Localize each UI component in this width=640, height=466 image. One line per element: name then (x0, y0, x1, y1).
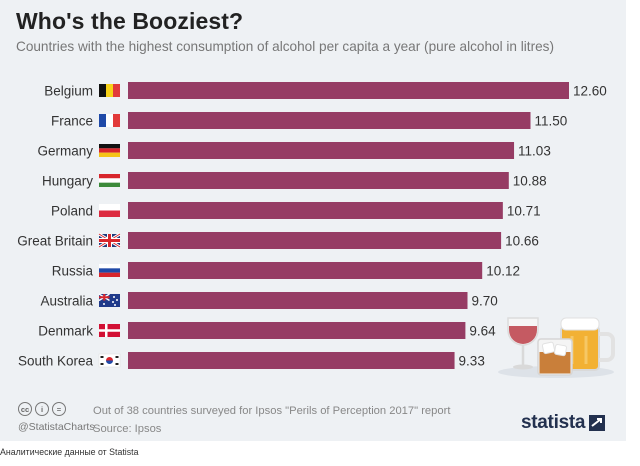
source-note: Source: Ipsos (93, 423, 162, 435)
value-label: 9.70 (472, 294, 498, 309)
bar-row: South Korea 9.33 (18, 352, 485, 369)
flag-france-icon (99, 114, 120, 127)
flag-russia-icon (99, 264, 120, 277)
creative-commons-icon[interactable]: cc (18, 402, 32, 416)
value-label: 10.12 (486, 264, 520, 279)
category-label: Germany (37, 144, 93, 159)
bar (128, 82, 569, 99)
chart-title: Who's the Booziest? (16, 8, 244, 34)
category-label: France (51, 114, 93, 129)
category-label: South Korea (18, 354, 94, 369)
flag-south-korea-icon (98, 353, 121, 368)
category-label: Poland (51, 204, 93, 219)
category-label: Australia (40, 294, 93, 309)
statista-logo[interactable]: statista (521, 412, 606, 434)
brand-name: statista (521, 412, 586, 433)
twitter-handle[interactable]: @StatistaCharts (18, 421, 95, 433)
license-icons: cc i = (18, 402, 66, 416)
value-label: 9.64 (469, 324, 496, 339)
category-label: Russia (52, 264, 94, 279)
value-label: 10.71 (507, 204, 541, 219)
bar-row: Poland 10.71 (51, 202, 541, 219)
value-label: 10.88 (513, 174, 547, 189)
category-label: Denmark (38, 324, 93, 339)
bar (128, 112, 531, 129)
bar (128, 352, 455, 369)
bar (128, 202, 503, 219)
flag-belgium-icon (99, 84, 120, 97)
bar-row: Russia 10.12 (52, 262, 520, 279)
flag-australia-icon (98, 293, 120, 307)
footnote: Out of 38 countries surveyed for Ipsos "… (93, 405, 451, 417)
flag-denmark-icon (99, 324, 120, 337)
flag-hungary-icon (99, 174, 120, 187)
flag-germany-icon (99, 144, 120, 157)
bar (128, 172, 509, 189)
chart-subtitle: Countries with the highest consumption o… (16, 39, 554, 54)
statista-logo-icon (589, 415, 606, 431)
drinks-illustration (498, 317, 615, 378)
bar (128, 292, 468, 309)
bar-row: Great Britain 10.66 (17, 232, 539, 249)
wine-glass-icon (507, 317, 539, 370)
bar (128, 142, 515, 159)
category-label: Great Britain (17, 234, 93, 249)
bar-row: Denmark 9.64 (38, 322, 496, 339)
value-label: 10.66 (505, 234, 539, 249)
bar (128, 232, 502, 249)
value-label: 12.60 (573, 84, 607, 99)
bar-row: Australia 9.70 (40, 292, 498, 309)
no-derivatives-icon[interactable]: = (52, 402, 66, 416)
bar-row: France 11.50 (51, 112, 567, 129)
caption: Аналитические данные от Statista (0, 447, 139, 457)
value-label: 9.33 (459, 354, 485, 369)
flag-poland-icon (99, 204, 120, 217)
attribution-icon[interactable]: i (35, 402, 49, 416)
category-label: Hungary (42, 174, 93, 189)
value-label: 11.50 (535, 114, 568, 129)
whisky-glass-icon (537, 338, 573, 376)
bar-row: Belgium 12.60 (44, 82, 607, 99)
bar (128, 262, 483, 279)
bar-row: Germany 11.03 (37, 142, 551, 159)
flag-great-britain-icon (98, 232, 121, 249)
bar (128, 322, 466, 339)
infographic-card: Who's the Booziest? Countries with the h… (0, 0, 626, 441)
bar-row: Hungary 10.88 (42, 172, 547, 189)
category-label: Belgium (44, 84, 93, 99)
value-label: 11.03 (518, 144, 551, 159)
bar-chart: Belgium 12.60 France 11.50 Germany 11.03 Hunga… (17, 82, 615, 378)
